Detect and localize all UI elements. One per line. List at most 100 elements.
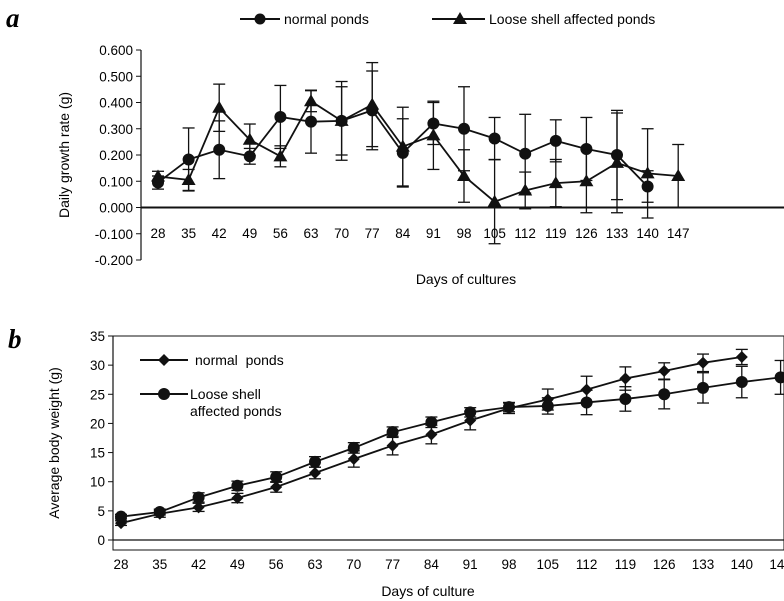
data-point bbox=[503, 401, 515, 414]
data-point bbox=[273, 149, 288, 162]
data-point bbox=[151, 169, 165, 182]
data-point bbox=[658, 364, 671, 377]
data-point bbox=[270, 471, 283, 484]
panel-a-x-title: Days of cultures bbox=[416, 271, 516, 287]
data-point bbox=[365, 97, 380, 110]
data-point bbox=[347, 452, 360, 465]
x-tick-label: 147 bbox=[667, 226, 690, 241]
x-tick-label: 140 bbox=[731, 557, 754, 572]
data-point bbox=[619, 372, 632, 385]
x-tick-label: 98 bbox=[456, 226, 471, 241]
data-point bbox=[309, 455, 321, 468]
data-point bbox=[192, 491, 205, 504]
data-point bbox=[519, 147, 532, 160]
legend-marker-normal-ponds-b bbox=[158, 354, 170, 366]
data-point bbox=[426, 128, 441, 141]
x-tick-label: 49 bbox=[230, 557, 245, 572]
data-point bbox=[457, 169, 471, 181]
x-tick-label: 63 bbox=[303, 226, 318, 241]
y-tick-label: 10 bbox=[90, 475, 105, 490]
y-tick-label: 15 bbox=[90, 446, 105, 461]
x-tick-label: 70 bbox=[346, 557, 361, 572]
x-tick-label: 42 bbox=[191, 557, 206, 572]
data-point bbox=[347, 441, 360, 454]
x-tick-label: 105 bbox=[537, 557, 560, 572]
series-line bbox=[157, 99, 679, 203]
panel-b: b normal ponds Loose shell affected pond… bbox=[8, 324, 784, 599]
y-tick-label: 25 bbox=[90, 387, 105, 402]
x-tick-label: 140 bbox=[636, 226, 659, 241]
data-point bbox=[580, 142, 593, 155]
legend-label-loose-shell-line-1: Loose shell bbox=[190, 386, 261, 402]
x-tick-label: 56 bbox=[269, 557, 284, 572]
data-point bbox=[619, 392, 632, 405]
panel-b-plot-frame bbox=[112, 335, 784, 551]
data-point bbox=[304, 94, 318, 107]
legend-marker-normal-ponds bbox=[254, 13, 266, 25]
y-tick-label: 20 bbox=[90, 416, 105, 431]
legend-label-normal-ponds: normal ponds bbox=[284, 11, 369, 27]
data-point bbox=[518, 183, 533, 196]
x-tick-label: 77 bbox=[385, 557, 400, 572]
y-tick-label: 0.000 bbox=[99, 201, 133, 216]
legend-label-loose-shell-b: Loose shell affected ponds bbox=[190, 386, 282, 419]
data-point bbox=[425, 416, 438, 429]
panel-a: a normal ponds Loose shell affected pond… bbox=[6, 3, 784, 287]
y-tick-label: 0.300 bbox=[99, 122, 133, 137]
data-point bbox=[549, 134, 562, 147]
data-point bbox=[541, 399, 554, 412]
data-point bbox=[548, 176, 563, 189]
data-point bbox=[231, 479, 244, 492]
data-point bbox=[697, 356, 709, 369]
series-2 bbox=[151, 61, 686, 245]
x-tick-label: 84 bbox=[395, 226, 411, 241]
data-point bbox=[386, 426, 399, 439]
x-tick-label: 35 bbox=[181, 226, 196, 241]
x-tick-label: 112 bbox=[514, 226, 536, 241]
x-tick-label: 35 bbox=[152, 557, 167, 572]
y-tick-label: 0.600 bbox=[99, 43, 133, 58]
panel-b-axes: 0 5 10 15 20 25 30 35 28 35 42 49 56 63 70 77 84 91 98 105 1… bbox=[90, 329, 784, 572]
y-tick-label: -0.100 bbox=[95, 227, 133, 242]
x-tick-label: 77 bbox=[365, 226, 380, 241]
data-point bbox=[274, 110, 287, 123]
panel-b-marks bbox=[115, 348, 784, 530]
data-point bbox=[580, 396, 593, 409]
data-point bbox=[192, 501, 205, 514]
panel-a-marks bbox=[151, 61, 686, 245]
panel-a-letter: a bbox=[6, 3, 20, 33]
y-tick-label: 35 bbox=[90, 329, 105, 344]
legend-label-loose-shell-line-2: affected ponds bbox=[190, 403, 282, 419]
x-tick-label: 126 bbox=[575, 226, 598, 241]
data-point bbox=[488, 132, 501, 145]
x-tick-label: 91 bbox=[463, 557, 478, 572]
x-tick-label: 49 bbox=[242, 226, 257, 241]
data-point bbox=[231, 492, 244, 505]
x-tick-label: 98 bbox=[501, 557, 516, 572]
data-point bbox=[243, 150, 256, 163]
panel-b-x-title: Days of culture bbox=[381, 583, 475, 599]
data-point bbox=[735, 376, 748, 389]
data-point bbox=[212, 100, 227, 113]
data-point bbox=[153, 506, 166, 519]
series-1 bbox=[115, 348, 748, 530]
data-point bbox=[579, 174, 594, 187]
data-point bbox=[213, 143, 226, 156]
data-point bbox=[334, 113, 349, 126]
data-point bbox=[305, 115, 317, 128]
x-tick-label: 28 bbox=[150, 226, 165, 241]
panel-b-legend: normal ponds Loose shell affected ponds bbox=[140, 352, 284, 419]
data-point bbox=[395, 139, 410, 152]
x-tick-label: 70 bbox=[334, 226, 349, 241]
x-tick-label: 84 bbox=[424, 557, 440, 572]
data-point bbox=[671, 169, 686, 181]
x-tick-label: 119 bbox=[545, 226, 567, 241]
x-tick-label: 63 bbox=[307, 557, 322, 572]
y-tick-label: -0.200 bbox=[95, 253, 133, 268]
panel-a-legend: normal ponds Loose shell affected ponds bbox=[240, 11, 655, 27]
y-tick-label: 0.500 bbox=[99, 69, 133, 84]
data-point bbox=[242, 132, 257, 145]
y-tick-label: 30 bbox=[90, 358, 105, 373]
data-point bbox=[270, 480, 283, 493]
